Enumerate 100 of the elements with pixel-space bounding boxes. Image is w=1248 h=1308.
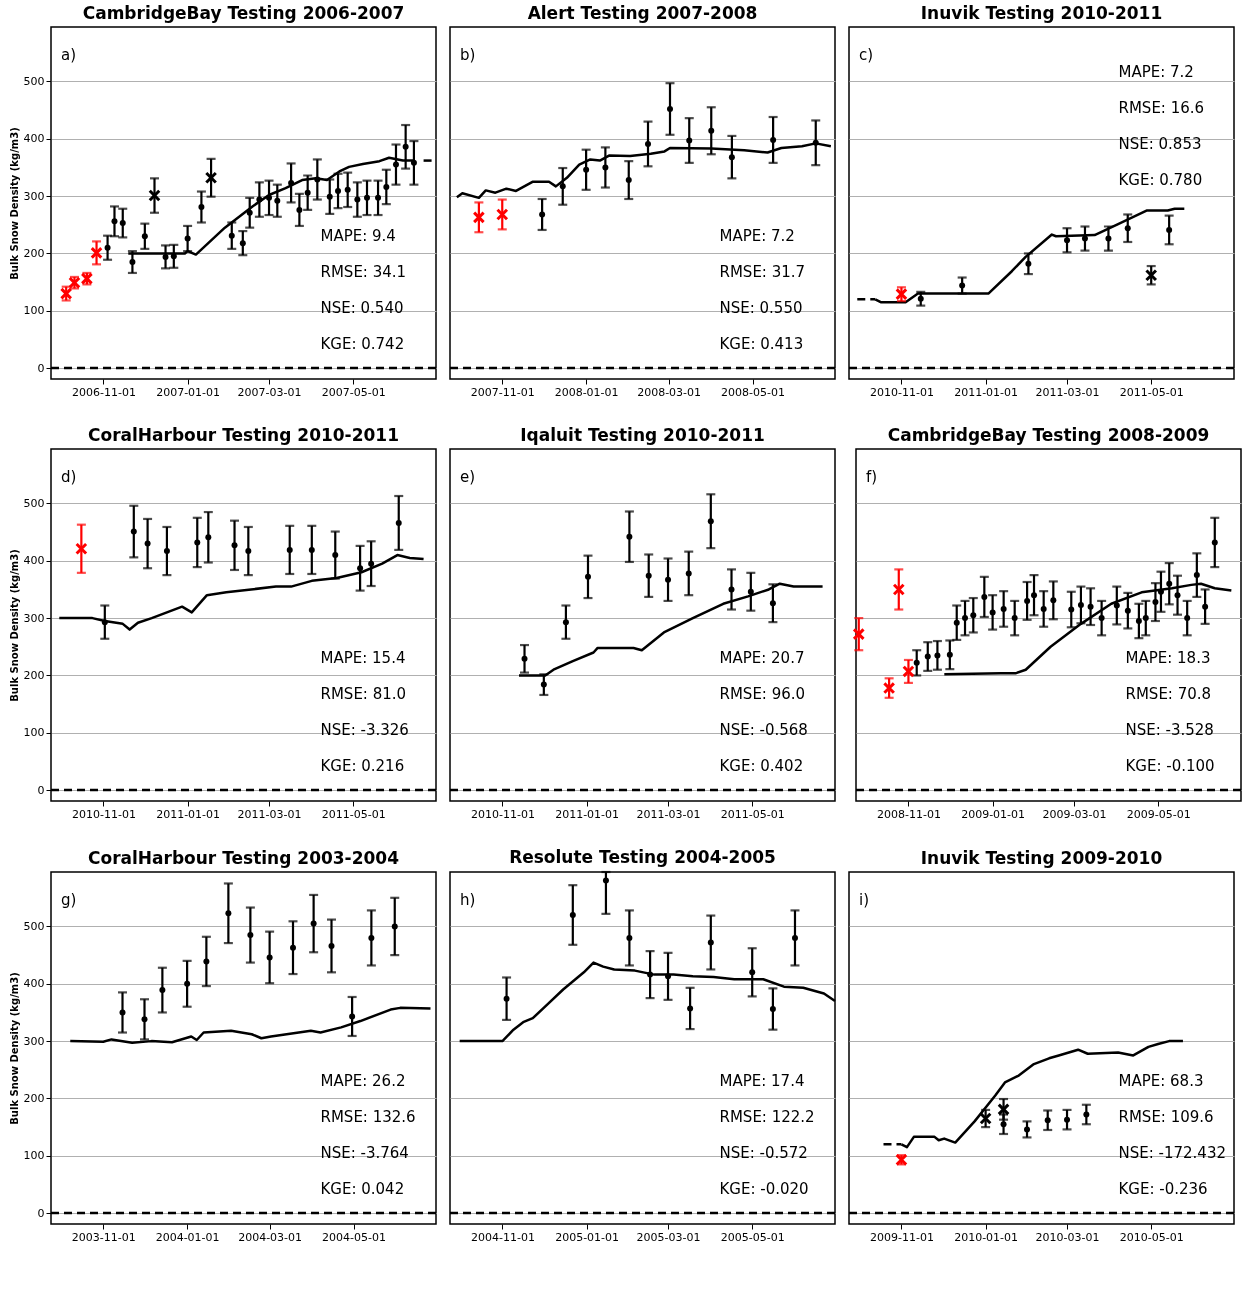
annotation: a) [61, 46, 77, 64]
x-tick-label: 2005-05-01 [720, 1230, 785, 1244]
chart-title: Resolute Testing 2004-2005 [509, 846, 776, 867]
annotation: NSE: 0.550 [719, 299, 803, 317]
x-tick-label: 2008-01-01 [554, 385, 619, 399]
annotation: RMSE: 81.0 [320, 685, 407, 703]
annotation: KGE: -0.100 [1125, 757, 1215, 775]
annotation: KGE: 0.042 [320, 1180, 405, 1198]
x-tick-label: 2011-03-01 [237, 807, 302, 821]
y-axis-title: Bulk Snow Density (kg/m3) [8, 549, 20, 702]
x-tick-label: 2009-05-01 [1126, 807, 1191, 821]
y-tick-label: 400 [23, 977, 45, 991]
chart-title: CambridgeBay Testing 2008-2009 [887, 425, 1210, 445]
annotation: NSE: -3.326 [320, 721, 409, 739]
x-tick-label: 2009-01-01 [961, 807, 1026, 821]
y-tick-label: 200 [23, 246, 45, 260]
chart-title: Inuvik Testing 2009-2010 [920, 848, 1163, 868]
x-tick-label: 2010-11-01 [869, 385, 934, 399]
chart-title: Iqaluit Testing 2010-2011 [520, 425, 765, 445]
annotation: NSE: -0.568 [719, 721, 808, 739]
x-tick-label: 2010-05-01 [1119, 1230, 1184, 1244]
chart-title: CoralHarbour Testing 2010-2011 [88, 425, 399, 445]
x-tick-label: 2008-05-01 [721, 385, 785, 399]
x-tick-label: 2009-11-01 [869, 1230, 934, 1244]
annotation: NSE: 0.540 [320, 299, 404, 317]
chart-title: Inuvik Testing 2010-2011 [920, 3, 1163, 23]
x-tick-label: 2007-01-01 [156, 385, 221, 399]
y-tick-label: 200 [23, 668, 45, 682]
annotation: RMSE: 34.1 [320, 263, 407, 281]
annotation: c) [859, 46, 874, 64]
annotation: RMSE: 70.8 [1125, 685, 1212, 703]
annotation: RMSE: 109.6 [1118, 1108, 1214, 1126]
x-tick-label: 2010-01-01 [954, 1230, 1019, 1244]
y-tick-label: 400 [23, 554, 45, 568]
annotation: MAPE: 20.7 [719, 649, 805, 667]
annotation: MAPE: 7.2 [1118, 63, 1194, 81]
annotation: MAPE: 18.3 [1125, 649, 1211, 667]
annotation: KGE: 0.742 [320, 335, 405, 353]
annotation: NSE: -0.572 [719, 1144, 808, 1162]
x-tick-label: 2008-11-01 [876, 807, 941, 821]
annotation: MAPE: 17.4 [719, 1072, 805, 1090]
annotation: KGE: -0.236 [1118, 1180, 1208, 1198]
annotation: RMSE: 122.2 [719, 1108, 815, 1126]
annotation: MAPE: 68.3 [1118, 1072, 1204, 1090]
annotation: RMSE: 16.6 [1118, 99, 1205, 117]
y-tick-label: 200 [23, 1091, 45, 1105]
y-tick-label: 0 [37, 361, 45, 375]
y-axis-title: Bulk Snow Density (kg/m3) [8, 972, 20, 1125]
annotation: MAPE: 9.4 [320, 227, 396, 245]
x-tick-label: 2011-05-01 [720, 807, 785, 821]
x-tick-label: 2004-11-01 [470, 1230, 535, 1244]
x-tick-label: 2011-05-01 [321, 807, 386, 821]
x-tick-label: 2004-01-01 [155, 1230, 220, 1244]
annotation: h) [460, 891, 476, 909]
annotation: g) [61, 891, 77, 909]
y-tick-label: 300 [23, 611, 45, 625]
annotation: f) [866, 468, 878, 486]
annotation: KGE: 0.216 [320, 757, 405, 775]
annotation: i) [859, 891, 870, 909]
x-tick-label: 2005-01-01 [555, 1230, 620, 1244]
annotation: MAPE: 26.2 [320, 1072, 406, 1090]
y-tick-label: 400 [23, 132, 45, 146]
y-tick-label: 100 [23, 304, 45, 318]
x-tick-label: 2011-03-01 [1035, 385, 1100, 399]
annotation: RMSE: 96.0 [719, 685, 806, 703]
x-tick-label: 2007-05-01 [321, 385, 386, 399]
annotation: KGE: 0.402 [719, 757, 804, 775]
annotation: NSE: -3.528 [1125, 721, 1214, 739]
chart-title: CoralHarbour Testing 2003-2004 [88, 848, 400, 868]
annotation: NSE: -172.432 [1118, 1144, 1226, 1162]
y-tick-label: 500 [23, 919, 45, 933]
x-tick-label: 2011-01-01 [555, 807, 620, 821]
y-tick-label: 0 [37, 783, 45, 797]
x-tick-label: 2007-03-01 [237, 385, 302, 399]
x-tick-label: 2004-05-01 [322, 1230, 386, 1244]
y-tick-label: 500 [23, 74, 45, 88]
chart-title: CambridgeBay Testing 2006-2007 [82, 3, 405, 23]
x-tick-label: 2009-03-01 [1042, 807, 1107, 821]
x-tick-label: 2007-11-01 [470, 385, 535, 399]
y-tick-label: 100 [23, 1149, 45, 1163]
chart-title: Alert Testing 2007-2008 [527, 3, 758, 23]
annotation: NSE: 0.853 [1118, 135, 1202, 153]
x-tick-label: 2006-11-01 [71, 385, 136, 399]
x-tick-label: 2010-11-01 [71, 807, 136, 821]
annotation: KGE: 0.413 [719, 335, 804, 353]
x-tick-label: 2010-03-01 [1035, 1230, 1100, 1244]
annotation: KGE: 0.780 [1118, 171, 1203, 189]
annotation: MAPE: 7.2 [719, 227, 795, 245]
x-tick-label: 2011-03-01 [636, 807, 701, 821]
x-tick-label: 2003-11-01 [71, 1230, 136, 1244]
annotation: KGE: -0.020 [719, 1180, 809, 1198]
x-tick-label: 2010-11-01 [470, 807, 535, 821]
x-tick-label: 2004-03-01 [238, 1230, 303, 1244]
y-tick-label: 0 [37, 1206, 45, 1220]
x-tick-label: 2011-05-01 [1119, 385, 1184, 399]
annotation: RMSE: 132.6 [320, 1108, 416, 1126]
y-axis-title: Bulk Snow Density (kg/m3) [8, 127, 20, 280]
annotation: RMSE: 31.7 [719, 263, 806, 281]
annotation: NSE: -3.764 [320, 1144, 409, 1162]
y-tick-label: 300 [23, 1034, 45, 1048]
